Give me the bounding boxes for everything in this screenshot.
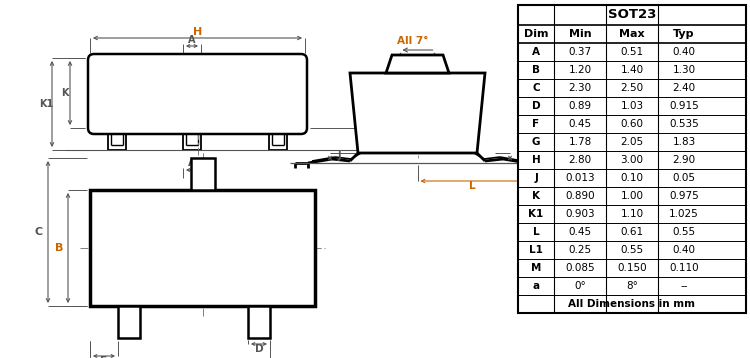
Text: D: D <box>255 344 263 354</box>
Text: 8°: 8° <box>626 281 638 291</box>
Text: L1: L1 <box>529 245 543 255</box>
Text: 0.975: 0.975 <box>669 191 699 201</box>
Text: 0.915: 0.915 <box>669 101 699 111</box>
Text: 1.40: 1.40 <box>620 65 644 75</box>
Text: 0.535: 0.535 <box>669 119 699 129</box>
Text: K: K <box>532 191 540 201</box>
Bar <box>118 306 140 338</box>
Text: 1.025: 1.025 <box>669 209 699 219</box>
Text: K: K <box>62 88 69 98</box>
Text: All Dimensions in mm: All Dimensions in mm <box>568 299 695 309</box>
Bar <box>518 5 746 313</box>
Text: 0.45: 0.45 <box>568 119 592 129</box>
Text: 3.00: 3.00 <box>620 155 644 165</box>
Text: 1.00: 1.00 <box>620 191 644 201</box>
Text: J: J <box>366 132 370 142</box>
Text: C: C <box>532 83 540 93</box>
FancyBboxPatch shape <box>88 54 307 134</box>
Bar <box>190 158 214 190</box>
Text: 0.013: 0.013 <box>566 173 595 183</box>
Text: 0.37: 0.37 <box>568 47 592 57</box>
Text: L: L <box>532 227 539 237</box>
Text: 0.55: 0.55 <box>673 227 695 237</box>
Text: F: F <box>100 356 107 358</box>
Text: All 7°: All 7° <box>397 36 428 46</box>
Text: 0.25: 0.25 <box>568 245 592 255</box>
Text: 2.80: 2.80 <box>568 155 592 165</box>
Text: SOT23: SOT23 <box>608 9 656 21</box>
Text: 0.150: 0.150 <box>617 263 646 273</box>
Polygon shape <box>350 73 485 153</box>
Text: 0.40: 0.40 <box>673 47 695 57</box>
Text: K1: K1 <box>39 99 53 109</box>
Text: K1: K1 <box>528 209 544 219</box>
Text: 0.61: 0.61 <box>620 227 644 237</box>
Text: J: J <box>338 151 341 161</box>
Text: 0.10: 0.10 <box>620 173 644 183</box>
Text: 1.30: 1.30 <box>673 65 695 75</box>
Text: A: A <box>532 47 540 57</box>
Text: 0.45: 0.45 <box>568 227 592 237</box>
Text: M: M <box>516 153 526 163</box>
Text: a: a <box>547 168 554 178</box>
Text: G: G <box>532 137 540 147</box>
Text: 0.55: 0.55 <box>620 245 644 255</box>
Text: A: A <box>188 35 196 45</box>
Text: B: B <box>55 243 63 253</box>
Text: 0.60: 0.60 <box>620 119 644 129</box>
Text: 2.30: 2.30 <box>568 83 592 93</box>
Text: 0°: 0° <box>574 281 586 291</box>
Text: 2.90: 2.90 <box>673 155 695 165</box>
Text: a: a <box>532 281 539 291</box>
Text: 0.25: 0.25 <box>553 156 573 165</box>
Text: 1.83: 1.83 <box>672 137 696 147</box>
Text: Min: Min <box>568 29 591 39</box>
Text: L1: L1 <box>526 181 541 191</box>
Text: 2.05: 2.05 <box>620 137 644 147</box>
Text: A: A <box>188 158 196 168</box>
Text: 0.085: 0.085 <box>566 263 595 273</box>
Text: --: -- <box>680 281 688 291</box>
Text: GAUGE PLANE: GAUGE PLANE <box>553 149 617 158</box>
Text: B: B <box>532 65 540 75</box>
Text: C: C <box>34 227 43 237</box>
Text: 0.51: 0.51 <box>620 47 644 57</box>
Text: 1.03: 1.03 <box>620 101 644 111</box>
Bar <box>248 306 270 338</box>
Text: L: L <box>469 181 476 191</box>
Text: J: J <box>534 173 538 183</box>
Text: 0.89: 0.89 <box>568 101 592 111</box>
Text: F: F <box>532 119 539 129</box>
Text: 1.20: 1.20 <box>568 65 592 75</box>
Text: H: H <box>193 27 202 37</box>
Text: 1.10: 1.10 <box>620 209 644 219</box>
Text: 1.78: 1.78 <box>568 137 592 147</box>
Text: 2.40: 2.40 <box>673 83 695 93</box>
Text: Max: Max <box>620 29 645 39</box>
Text: Typ: Typ <box>674 29 694 39</box>
Bar <box>90 190 315 306</box>
Text: 0.903: 0.903 <box>566 209 595 219</box>
Polygon shape <box>386 55 449 73</box>
Text: D: D <box>532 101 540 111</box>
Text: Dim: Dim <box>524 29 548 39</box>
Text: 0.40: 0.40 <box>673 245 695 255</box>
Text: 0.890: 0.890 <box>566 191 595 201</box>
Text: 0.110: 0.110 <box>669 263 699 273</box>
Text: M: M <box>531 263 542 273</box>
Text: 0.05: 0.05 <box>673 173 695 183</box>
Text: 2.50: 2.50 <box>620 83 644 93</box>
Text: H: H <box>532 155 540 165</box>
